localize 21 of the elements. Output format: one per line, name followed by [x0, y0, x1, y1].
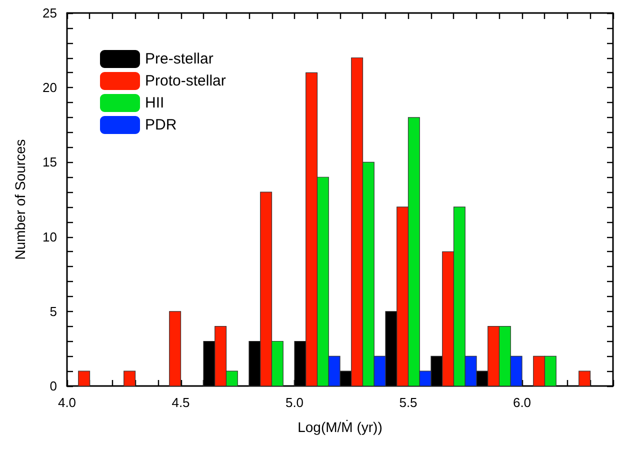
x-tick-label: 6.0	[512, 395, 532, 410]
legend-label: Proto-stellar	[145, 72, 226, 90]
legend-label: HII	[145, 94, 164, 112]
y-axis-title: Number of Sources	[12, 139, 28, 260]
x-tick-label: 5.0	[285, 395, 304, 410]
bar	[578, 370, 591, 386]
y-tick-label: 15	[42, 154, 57, 170]
y-tick-label: 5	[50, 304, 57, 319]
x-tick-label: 4.5	[172, 395, 190, 410]
bar	[78, 370, 90, 386]
y-tick-label: 10	[42, 229, 57, 244]
x-tick-label: 5.5	[399, 395, 418, 410]
x-axis-title: Log(M/Ṁ (yr))	[298, 419, 382, 435]
bar	[124, 370, 136, 386]
y-tick-label: 0	[50, 378, 57, 394]
y-tick-label: 25	[42, 6, 57, 20]
x-tick-label: 4.0	[58, 395, 76, 410]
bar	[169, 311, 182, 386]
legend-label: PDR	[145, 116, 177, 134]
legend-label: Pre-stellar	[145, 50, 214, 68]
y-tick-label: 20	[42, 80, 57, 96]
